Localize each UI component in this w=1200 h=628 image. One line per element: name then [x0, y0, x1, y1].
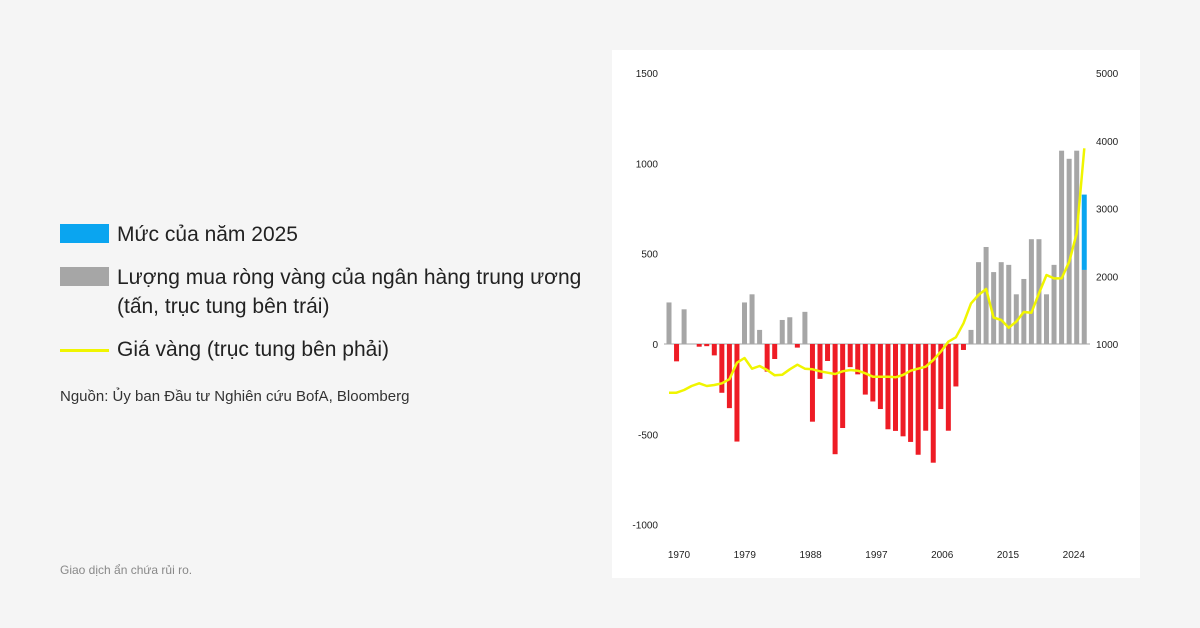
- bar-2014: [998, 262, 1004, 344]
- bar-2020: [1044, 294, 1049, 344]
- source-note: Nguồn: Ủy ban Đầu tư Nghiên cứu BofA, Bl…: [60, 388, 410, 405]
- bar-1976: [711, 344, 717, 356]
- bar-1985: [779, 319, 785, 344]
- bar-1980: [742, 302, 747, 344]
- bar-2021: [1051, 264, 1057, 344]
- bar-2003: [915, 344, 921, 455]
- bar-1991: [825, 344, 831, 361]
- bar-2005: [930, 344, 936, 463]
- bar-1996: [862, 344, 868, 395]
- y-right-tick-label: 4000: [1096, 137, 1119, 148]
- bar-1999: [885, 344, 891, 430]
- bar-2012: [983, 246, 989, 344]
- bar-1972: [681, 309, 687, 344]
- bar-1971: [674, 344, 680, 362]
- bar-2002: [908, 344, 914, 442]
- y-left-tick-label: 0: [652, 340, 658, 351]
- y-right-tick-label: 5000: [1096, 69, 1119, 80]
- x-tick-label: 1970: [668, 550, 691, 561]
- bar-2000: [893, 344, 898, 431]
- bar-2023: [1066, 158, 1072, 344]
- bar-1988: [802, 311, 808, 344]
- bar-2018: [1028, 239, 1034, 344]
- bar-1994: [847, 344, 853, 368]
- y-left-tick-label: 500: [641, 250, 658, 261]
- x-tick-label: 2006: [931, 550, 954, 561]
- bar-1997: [870, 344, 876, 402]
- bar-2024: [1074, 150, 1080, 344]
- bar-1983: [764, 344, 770, 372]
- bar-2013: [991, 272, 997, 344]
- disclaimer: Giao dịch ẩn chứa rủi ro.: [60, 563, 193, 577]
- bar-2001: [900, 344, 906, 437]
- x-tick-label: 2024: [1063, 550, 1086, 561]
- legend-item-gold-price: Giá vàng (trục tung bên phải): [60, 335, 617, 364]
- y-left-tick-label: -500: [638, 430, 658, 441]
- bar-2007: [945, 344, 951, 431]
- bar-2009: [960, 344, 966, 350]
- y-right-tick-label: 3000: [1096, 205, 1119, 216]
- bar-1982: [757, 329, 763, 344]
- bar-2015: [1006, 264, 1012, 344]
- legend-label: Mức của năm 2025: [117, 223, 298, 246]
- legend-swatch-blue: [60, 224, 109, 243]
- y-right-tick-label: 1000: [1096, 340, 1119, 351]
- bar-1974: [696, 344, 702, 347]
- bar-2025-level: [1081, 194, 1087, 270]
- bar-2010: [968, 329, 974, 344]
- gold-price-line: [669, 148, 1086, 394]
- bar-1990: [817, 344, 823, 379]
- legend-swatch-gray: [60, 267, 109, 286]
- bar-1992: [832, 344, 838, 455]
- bar-2004: [923, 344, 929, 431]
- legend-item-cb-purchases: Lượng mua ròng vàng của ngân hàng trung …: [60, 263, 617, 321]
- x-tick-label: 1979: [734, 550, 757, 561]
- bar-2011: [976, 262, 982, 344]
- legend: Mức của năm 2025 Lượng mua ròng vàng của…: [60, 220, 617, 378]
- bar-2006: [938, 344, 944, 410]
- y-left-tick-label: -1000: [632, 521, 658, 532]
- bar-1993: [840, 344, 846, 429]
- bar-2022: [1059, 150, 1065, 344]
- bar-1989: [809, 344, 815, 422]
- bar-1995: [855, 344, 861, 375]
- y-left-tick-label: 1500: [636, 69, 659, 80]
- x-tick-label: 1988: [799, 550, 822, 561]
- bar-1987: [794, 344, 800, 348]
- bar-1978: [726, 344, 732, 409]
- bar-1977: [719, 344, 725, 393]
- legend-swatch-yellow-line: [60, 349, 109, 352]
- bar-2008: [953, 344, 959, 387]
- bar-2025: [1081, 269, 1087, 344]
- y-right-tick-label: 2000: [1096, 272, 1119, 283]
- bar-1979: [734, 344, 740, 442]
- legend-item-2025-level: Mức của năm 2025: [60, 220, 617, 249]
- bar-1984: [772, 344, 778, 359]
- x-tick-label: 2015: [997, 550, 1020, 561]
- y-left-tick-label: 1000: [636, 159, 659, 170]
- legend-label: Lượng mua ròng vàng của ngân hàng trung …: [117, 266, 582, 318]
- bar-2016: [1013, 294, 1019, 344]
- legend-label: Giá vàng (trục tung bên phải): [117, 338, 389, 361]
- bar-1981: [749, 294, 755, 344]
- bar-1986: [787, 317, 793, 344]
- x-tick-label: 1997: [865, 550, 888, 561]
- bar-1970: [666, 302, 672, 344]
- bar-1975: [704, 344, 710, 347]
